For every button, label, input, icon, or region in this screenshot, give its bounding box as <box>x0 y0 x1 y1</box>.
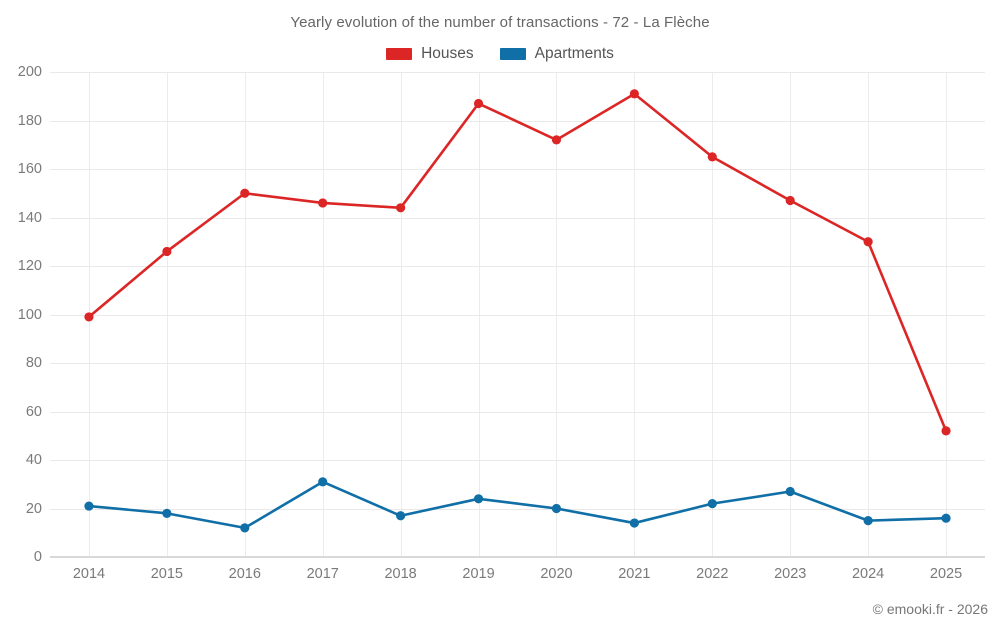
legend-item-houses[interactable]: Houses <box>386 45 474 63</box>
series-line <box>87 92 948 433</box>
y-tick-label: 20 <box>25 500 42 517</box>
x-tick-label: 2021 <box>618 566 651 582</box>
data-point[interactable] <box>863 516 873 526</box>
plot-area <box>50 72 985 558</box>
y-axis: 0 20 40 60 80 100 120 140 160 180 200 <box>0 64 42 565</box>
data-point[interactable] <box>318 477 328 487</box>
data-point[interactable] <box>318 198 328 208</box>
x-tick-label: 2024 <box>851 566 885 582</box>
y-tick-label: 180 <box>17 112 42 129</box>
data-point[interactable] <box>941 513 951 523</box>
x-tick-label: 2025 <box>929 566 963 582</box>
data-point[interactable] <box>240 188 250 198</box>
y-tick-label: 160 <box>17 161 42 177</box>
x-axis: 2014 2015 2016 2017 2018 2019 2020 2021 2022 2023… <box>50 566 985 590</box>
legend-swatch-houses <box>386 48 413 60</box>
y-tick-label: 120 <box>17 258 42 274</box>
gridline-horizontal <box>50 217 985 219</box>
data-point[interactable] <box>396 203 406 213</box>
y-tick-label: 100 <box>17 306 42 323</box>
x-tick-label: 2018 <box>384 566 417 582</box>
gridline-horizontal <box>50 508 985 510</box>
x-tick-label: 2019 <box>462 566 495 582</box>
series-line <box>87 480 948 530</box>
data-point[interactable] <box>707 152 717 162</box>
x-tick-label: 2017 <box>306 566 339 582</box>
y-tick-label: 80 <box>25 355 42 371</box>
x-tick-label: 2020 <box>540 566 573 582</box>
data-point[interactable] <box>240 523 250 533</box>
copyright-footer: © emooki.fr - 2026 <box>872 601 988 617</box>
x-tick-label: 2023 <box>774 566 807 582</box>
gridline-horizontal <box>50 460 985 461</box>
gridline-horizontal <box>50 72 985 73</box>
data-point[interactable] <box>473 494 484 504</box>
gridline-horizontal <box>50 411 985 413</box>
data-point[interactable] <box>785 486 795 497</box>
gridline-horizontal <box>50 266 985 267</box>
data-point[interactable] <box>162 246 172 257</box>
data-point[interactable] <box>473 98 484 109</box>
data-point[interactable] <box>629 518 639 528</box>
gridline-horizontal <box>50 169 985 170</box>
y-tick-label: 140 <box>17 209 42 226</box>
x-tick-label: 2015 <box>150 566 184 582</box>
legend-label-apartments: Apartments <box>534 45 614 62</box>
data-point[interactable] <box>629 89 639 99</box>
y-tick-label: 200 <box>17 64 42 80</box>
legend-item-apartments[interactable]: Apartments <box>499 45 614 63</box>
series-layer <box>84 89 951 533</box>
data-point[interactable] <box>941 426 951 436</box>
x-tick-label: 2014 <box>72 566 106 582</box>
data-point[interactable] <box>162 508 172 518</box>
y-tick-label: 60 <box>25 403 42 420</box>
legend-swatch-apartments <box>499 48 526 60</box>
x-tick-label: 2022 <box>696 566 729 582</box>
gridline-horizontal <box>50 557 985 558</box>
data-point[interactable] <box>84 501 94 511</box>
data-point[interactable] <box>396 511 406 521</box>
x-axis-line <box>50 556 985 557</box>
chart-title: Yearly evolution of the number of transa… <box>290 14 710 31</box>
data-point[interactable] <box>707 499 717 509</box>
chart-legend: Houses Apartments <box>0 45 1000 63</box>
legend-label-houses: Houses <box>421 45 474 62</box>
data-point[interactable] <box>551 135 562 145</box>
data-point[interactable] <box>863 237 873 247</box>
data-point[interactable] <box>84 312 94 322</box>
data-point[interactable] <box>785 195 795 206</box>
gridline-horizontal <box>50 363 985 364</box>
y-tick-label: 40 <box>25 452 42 468</box>
gridline-horizontal <box>50 314 985 316</box>
data-point[interactable] <box>551 503 562 514</box>
y-tick-label: 0 <box>33 549 42 565</box>
x-tick-label: 2016 <box>228 566 261 582</box>
